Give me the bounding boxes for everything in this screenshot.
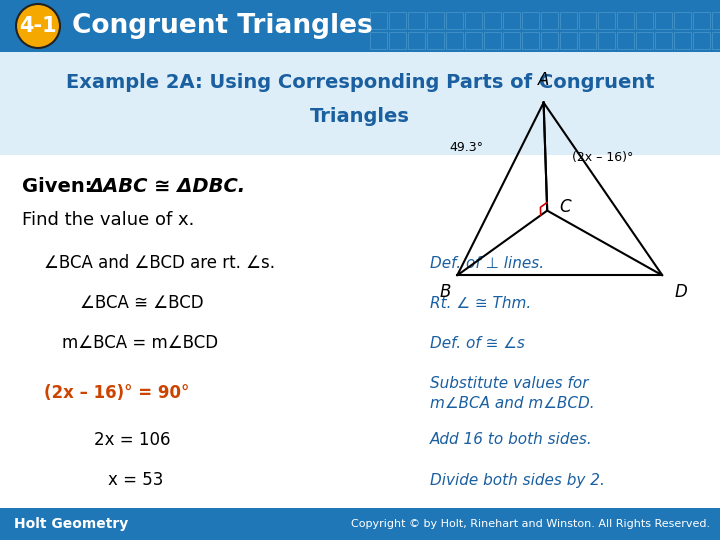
Bar	[560, 32, 577, 49]
Bar	[579, 32, 596, 49]
Bar	[655, 32, 672, 49]
Text: Def. of ⊥ lines.: Def. of ⊥ lines.	[430, 255, 544, 271]
Text: Def. of ≅ ∠s: Def. of ≅ ∠s	[430, 335, 525, 350]
Bar	[693, 32, 710, 49]
Text: Given:: Given:	[22, 178, 99, 197]
Bar	[598, 12, 615, 29]
Bar	[408, 12, 425, 29]
Text: Substitute values for: Substitute values for	[430, 376, 588, 392]
Text: Find the value of x.: Find the value of x.	[22, 211, 194, 229]
Bar	[484, 32, 501, 49]
Text: Copyright © by Holt, Rinehart and Winston. All Rights Reserved.: Copyright © by Holt, Rinehart and Winsto…	[351, 519, 710, 529]
Text: ∠BCA ≅ ∠BCD: ∠BCA ≅ ∠BCD	[80, 294, 203, 312]
Text: B: B	[439, 284, 451, 301]
Bar	[389, 12, 406, 29]
Bar	[636, 12, 653, 29]
Text: ∠BCA and ∠BCD are rt. ∠s.: ∠BCA and ∠BCD are rt. ∠s.	[44, 254, 274, 272]
Bar	[522, 32, 539, 49]
Bar	[427, 12, 444, 29]
Bar	[522, 12, 539, 29]
Text: Example 2A: Using Corresponding Parts of Congruent: Example 2A: Using Corresponding Parts of…	[66, 72, 654, 91]
Bar	[712, 32, 720, 49]
Bar	[503, 12, 520, 29]
Text: 4-1: 4-1	[19, 16, 57, 36]
Bar	[427, 32, 444, 49]
Bar	[0, 508, 720, 540]
Bar	[446, 12, 463, 29]
Text: Rt. ∠ ≅ Thm.: Rt. ∠ ≅ Thm.	[430, 295, 531, 310]
Bar	[370, 12, 387, 29]
Text: ΔABC ≅ ΔDBC.: ΔABC ≅ ΔDBC.	[88, 178, 245, 197]
Bar	[408, 32, 425, 49]
Bar	[446, 32, 463, 49]
Bar	[541, 12, 558, 29]
Text: (2x – 16)°: (2x – 16)°	[572, 151, 633, 164]
Bar	[617, 32, 634, 49]
Bar	[0, 0, 720, 52]
Bar	[674, 32, 691, 49]
Bar	[541, 32, 558, 49]
Bar	[712, 12, 720, 29]
Bar	[693, 12, 710, 29]
Bar	[655, 12, 672, 29]
Text: Divide both sides by 2.: Divide both sides by 2.	[430, 472, 605, 488]
Circle shape	[16, 4, 60, 48]
Bar	[579, 12, 596, 29]
Bar	[636, 32, 653, 49]
Text: Triangles: Triangles	[310, 107, 410, 126]
Bar	[598, 32, 615, 49]
Bar	[674, 12, 691, 29]
Text: D: D	[675, 284, 687, 301]
Bar	[484, 12, 501, 29]
Text: 2x = 106: 2x = 106	[94, 431, 171, 449]
Text: C: C	[559, 198, 571, 215]
Text: (2x – 16)° = 90°: (2x – 16)° = 90°	[44, 384, 189, 402]
Text: Congruent Triangles: Congruent Triangles	[72, 13, 373, 39]
Bar	[560, 12, 577, 29]
Text: m∠BCA = m∠BCD: m∠BCA = m∠BCD	[62, 334, 217, 352]
Text: Add 16 to both sides.: Add 16 to both sides.	[430, 433, 593, 448]
Text: Holt Geometry: Holt Geometry	[14, 517, 128, 531]
Text: m∠BCA and m∠BCD.: m∠BCA and m∠BCD.	[430, 396, 595, 411]
Bar	[465, 12, 482, 29]
Bar	[389, 32, 406, 49]
Text: x = 53: x = 53	[109, 471, 163, 489]
Text: A: A	[538, 71, 549, 89]
Bar	[617, 12, 634, 29]
Text: 49.3°: 49.3°	[449, 141, 484, 154]
Bar	[465, 32, 482, 49]
Bar	[370, 32, 387, 49]
Bar	[0, 52, 720, 155]
Bar	[503, 32, 520, 49]
